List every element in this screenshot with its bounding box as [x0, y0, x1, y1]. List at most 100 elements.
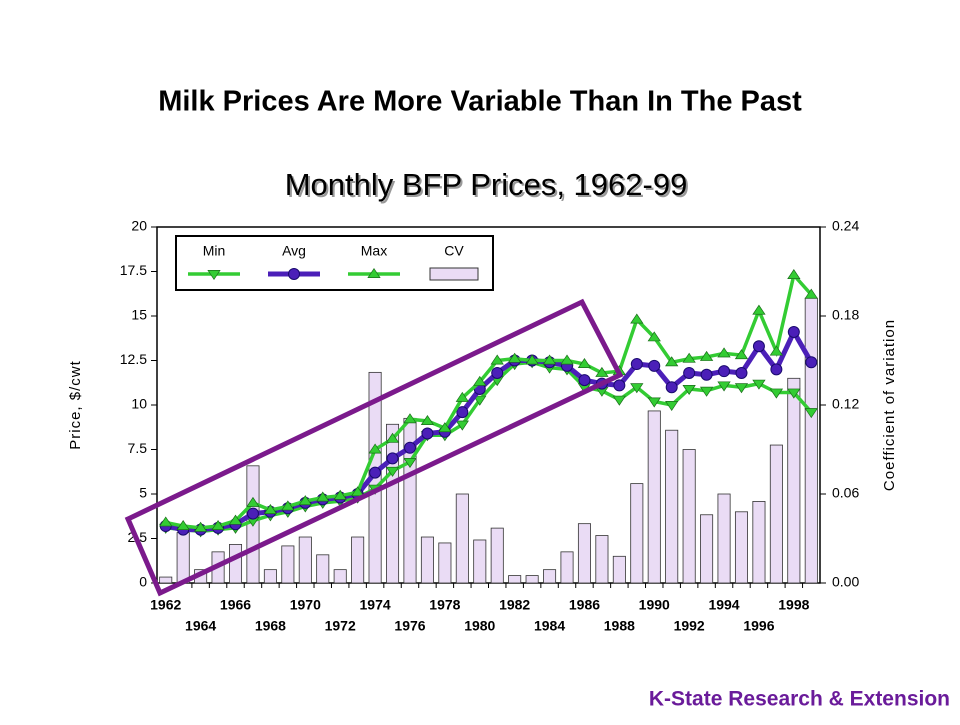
x-tick-label: 1966	[220, 597, 251, 613]
point	[752, 304, 766, 315]
point	[700, 368, 713, 381]
cv-bar	[647, 410, 661, 584]
point	[228, 514, 243, 525]
cv-bar	[752, 501, 766, 584]
y-tick-label: 12.5	[120, 351, 147, 367]
chart-title: Milk Prices Are More Variable Than In Th…	[158, 86, 802, 118]
point	[316, 491, 330, 502]
y-tick-label: 0	[139, 574, 147, 590]
y-tick-label: 15	[131, 307, 147, 323]
x-tick-label: 1990	[639, 597, 670, 613]
legend-swatch	[429, 267, 479, 281]
point	[508, 352, 522, 363]
point	[456, 406, 469, 419]
point	[438, 422, 452, 433]
y-axis-label: Price, $/cwt	[67, 360, 84, 450]
point	[525, 354, 539, 365]
legend-marker	[207, 270, 221, 281]
point	[770, 363, 783, 376]
point	[682, 385, 696, 396]
point	[682, 352, 696, 363]
cv-bar	[386, 423, 400, 584]
cv-bar	[176, 532, 190, 584]
cv-bar	[438, 542, 452, 584]
point	[281, 500, 295, 511]
point	[734, 383, 749, 394]
legend-label: Min	[203, 243, 226, 259]
point	[403, 458, 417, 468]
cv-bar	[298, 536, 312, 584]
point	[420, 414, 435, 425]
legend-label: Avg	[282, 243, 306, 259]
point	[665, 381, 678, 394]
point	[683, 366, 696, 379]
point	[769, 388, 784, 399]
point	[787, 388, 801, 399]
point	[787, 326, 800, 339]
cv-bar	[717, 493, 731, 584]
cv-bar	[665, 429, 679, 584]
point	[491, 366, 504, 379]
cv-bar	[420, 536, 434, 584]
y2-tick-label: 0.06	[832, 485, 859, 501]
point	[473, 375, 487, 386]
point	[595, 366, 609, 377]
point	[613, 379, 626, 392]
point	[630, 358, 643, 371]
y-tick-label: 10	[131, 396, 147, 412]
x-tick-label: 1962	[150, 597, 181, 613]
trend-annotation	[124, 298, 624, 597]
point	[176, 520, 190, 530]
cv-bar	[351, 536, 365, 584]
y-tick-label: 17.5	[120, 262, 147, 278]
x-tick-label: 1992	[674, 618, 705, 634]
y-tick-label: 5	[139, 485, 147, 501]
point	[612, 395, 627, 406]
point	[787, 269, 801, 280]
y2-tick-label: 0.18	[832, 307, 859, 323]
x-tick-label: 1996	[743, 618, 774, 634]
x-tick-label: 1964	[185, 618, 216, 634]
point	[542, 354, 557, 365]
x-tick-label: 1982	[499, 597, 530, 613]
point	[804, 408, 818, 419]
point	[473, 395, 487, 406]
point	[665, 356, 679, 367]
y2-tick-label: 0.24	[832, 218, 859, 234]
cv-bar	[473, 539, 487, 584]
x-tick-label: 1972	[325, 618, 356, 634]
legend-marker	[288, 268, 300, 280]
cv-bar	[577, 523, 591, 584]
point	[647, 397, 661, 408]
point	[263, 503, 278, 514]
legend-label: CV	[444, 243, 464, 259]
cv-bar	[804, 297, 818, 584]
point	[734, 349, 749, 360]
cv-bar	[682, 449, 696, 584]
point	[735, 366, 748, 379]
point	[648, 359, 661, 372]
x-tick-label: 1986	[569, 597, 600, 613]
x-tick-label: 1970	[290, 597, 321, 613]
legend	[175, 235, 494, 291]
cv-bar	[734, 511, 748, 584]
point	[385, 466, 400, 477]
x-tick-label: 1976	[394, 618, 425, 634]
cv-bar	[508, 575, 522, 584]
point	[718, 365, 731, 378]
point	[403, 441, 416, 454]
point	[159, 516, 173, 527]
point	[350, 486, 365, 497]
point	[246, 496, 260, 507]
legend-label: Max	[361, 243, 387, 259]
cv-bar	[229, 544, 243, 584]
x-tick-label: 1984	[534, 618, 565, 634]
x-tick-label: 1998	[778, 597, 809, 613]
x-tick-label: 1988	[604, 618, 635, 634]
point	[455, 391, 469, 402]
cv-bar	[281, 545, 295, 584]
y-tick-label: 20	[131, 218, 147, 234]
cv-bar	[560, 551, 574, 584]
y2-tick-label: 0.12	[832, 396, 859, 412]
